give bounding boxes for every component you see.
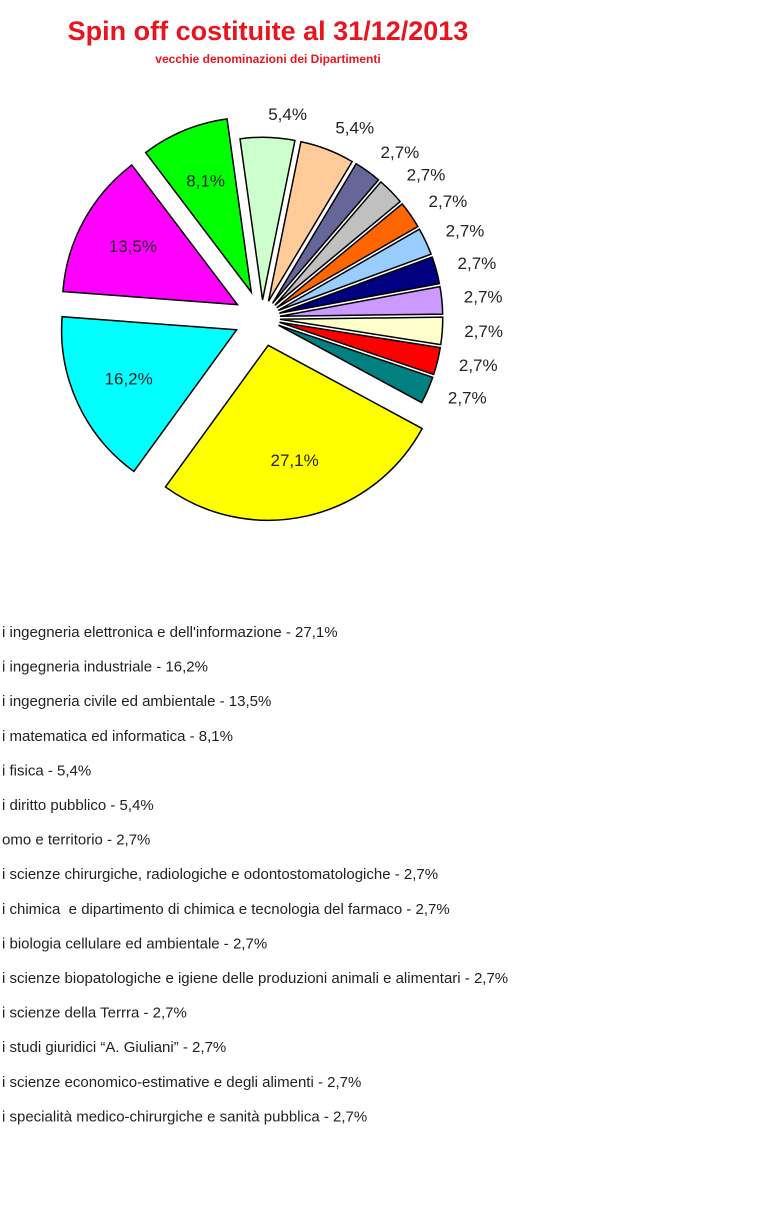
pie-slice [62,164,240,306]
legend-entry: omo e territorio - 2,7% [2,832,150,849]
legend-entry: i scienze chirurgiche, radiologiche e od… [2,866,438,883]
data-label: 8,1% [186,172,225,191]
pie-slice [279,321,442,376]
pie-slice [279,316,444,346]
data-label: 2,7% [446,222,485,241]
legend-entry: i fisica - 5,4% [2,762,91,779]
legend-entry: i ingegneria industriale - 16,2% [2,659,208,676]
pie-slice [278,324,434,404]
pie-slice [60,315,238,473]
legend-entry: i biologia cellulare ed ambientale - 2,7… [2,935,267,952]
data-label: 2,7% [407,165,446,184]
data-label: 2,7% [464,288,503,307]
data-label: 2,7% [458,254,497,273]
pie-slice [274,180,402,306]
legend-entry: i scienze economico-estimative e degli a… [2,1074,361,1091]
data-label: 2,7% [448,388,487,407]
pie-slice [271,162,380,304]
pie-slice [144,117,253,295]
pie-slice [277,228,433,312]
pie-slice [279,256,441,314]
data-label: 2,7% [459,356,498,375]
data-label: 5,4% [335,118,374,137]
pie-slice [267,140,354,302]
legend-entry: i ingegneria civile ed ambientale - 13,5… [2,693,271,710]
chart-title: Spin off costituite al 31/12/2013 [68,16,469,46]
pie-slice [279,285,444,317]
legend-entry: i studi giuridici “A. Giuliani” - 2,7% [2,1039,226,1056]
pie-slice [164,344,424,522]
pie-slice [276,202,419,309]
legend-entry: i chimica e dipartimento di chimica e te… [2,901,450,918]
data-label: 13,5% [109,237,157,256]
data-label: 16,2% [105,369,153,388]
legend-entry: i ingegneria elettronica e dell'informaz… [2,624,338,641]
data-label: 27,1% [271,451,319,470]
chart-subtitle: vecchie denominazioni dei Dipartimenti [155,52,380,66]
legend-entry: i scienze della Terrra - 2,7% [2,1005,187,1022]
pie-slice [239,136,296,301]
legend-entry: i scienze biopatologiche e igiene delle … [2,970,508,987]
data-label: 5,4% [268,105,307,124]
legend-entry: i specialità medico-chirurgiche e sanità… [2,1108,367,1125]
data-label: 2,7% [464,322,503,341]
data-label: 2,7% [381,143,420,162]
legend-entry: i diritto pubblico - 5,4% [2,797,154,814]
legend-entry: i matematica ed informatica - 8,1% [2,728,233,745]
data-label: 2,7% [429,192,468,211]
